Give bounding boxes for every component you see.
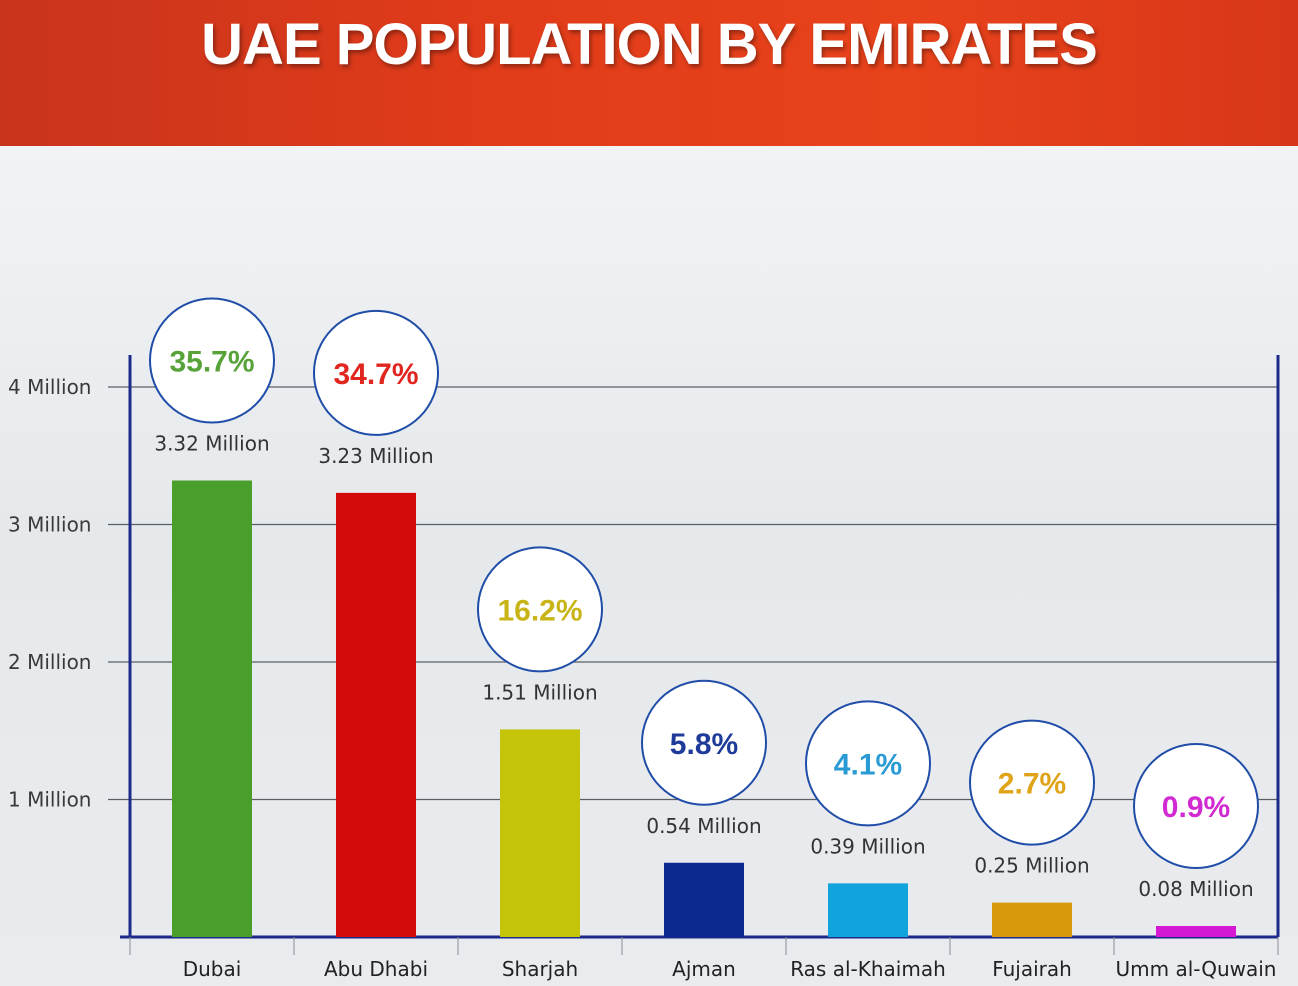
category-label: Fujairah — [992, 957, 1072, 981]
value-label: 3.23 Million — [318, 444, 433, 468]
percent-bubble — [969, 719, 1095, 846]
bar — [828, 883, 908, 937]
percent-label: 4.1% — [834, 748, 902, 781]
bar — [500, 729, 580, 937]
percent-label: 5.8% — [670, 728, 738, 761]
category-label: Sharjah — [502, 957, 578, 981]
chart-title: UAE POPULATION BY EMIRATES — [201, 12, 1098, 77]
bar — [172, 480, 252, 937]
percent-label: 35.7% — [169, 346, 254, 379]
value-label: 0.39 Million — [810, 834, 925, 858]
category-label: Ras al-Khaimah — [790, 957, 946, 981]
percent-label: 16.2% — [497, 594, 582, 627]
percent-label: 34.7% — [333, 358, 418, 391]
value-label: 0.54 Million — [646, 814, 761, 838]
percent-bubble — [477, 546, 603, 673]
y-tick-label: 4 Million — [8, 375, 91, 399]
y-tick-label: 1 Million — [8, 788, 91, 812]
bar — [1156, 926, 1236, 937]
category-label: Dubai — [183, 957, 242, 981]
bar — [992, 902, 1072, 937]
title-banner: UAE POPULATION BY EMIRATES — [0, 0, 1298, 146]
percent-label: 0.9% — [1162, 791, 1230, 824]
category-label: Umm al-Quwain — [1116, 957, 1277, 981]
value-label: 1.51 Million — [482, 680, 597, 704]
bar — [336, 492, 416, 937]
value-label: 0.08 Million — [1138, 877, 1253, 901]
category-label: Abu Dhabi — [324, 957, 428, 981]
percent-bubble — [805, 700, 931, 827]
y-tick-label: 3 Million — [8, 513, 91, 537]
category-label: Ajman — [672, 957, 736, 981]
value-label: 0.25 Million — [974, 854, 1089, 878]
bar — [664, 862, 744, 937]
percent-bubble — [641, 679, 767, 806]
percent-bubble — [149, 297, 275, 424]
value-label: 3.32 Million — [154, 432, 269, 456]
percent-bubble — [1133, 743, 1259, 869]
percent-bubble — [313, 309, 439, 436]
percent-label: 2.7% — [998, 768, 1066, 801]
y-tick-label: 2 Million — [8, 650, 91, 674]
